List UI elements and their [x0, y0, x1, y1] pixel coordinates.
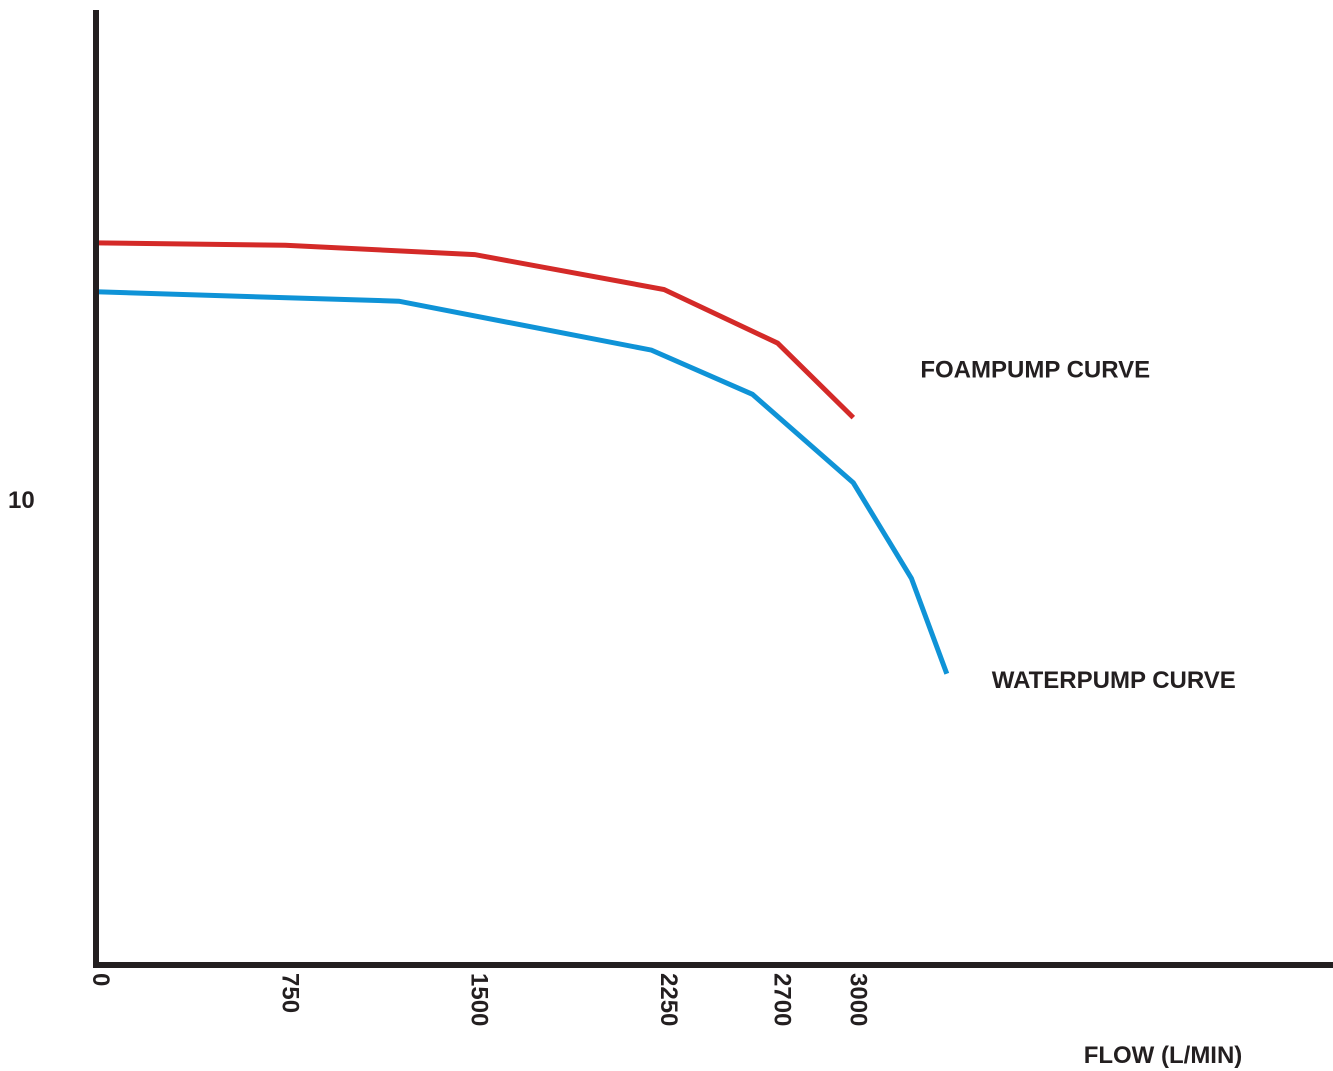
- x-tick-label: 1500: [466, 973, 493, 1026]
- series-line-waterpump: [95, 289, 950, 675]
- x-tick-label: 2700: [769, 973, 796, 1026]
- series-line-foampump: [95, 240, 856, 420]
- axes-layer: [93, 10, 1333, 968]
- x-tick-label: 2250: [655, 973, 682, 1026]
- y-tick-label: 10: [8, 487, 35, 514]
- x-tick-label: 0: [87, 973, 114, 986]
- x-axis-label: FLOW (L/MIN): [1084, 1042, 1243, 1069]
- x-tick-label: 750: [276, 973, 303, 1013]
- x-tick-label: 3000: [844, 973, 871, 1026]
- labels-layer: FOAMPUMP CURVE WATERPUMP CURVE 0 750 1500 225…: [8, 357, 1236, 1027]
- series-label-foampump: FOAMPUMP CURVE: [920, 357, 1150, 384]
- series-layer: [95, 240, 950, 675]
- series-label-waterpump: WATERPUMP CURVE: [992, 667, 1236, 694]
